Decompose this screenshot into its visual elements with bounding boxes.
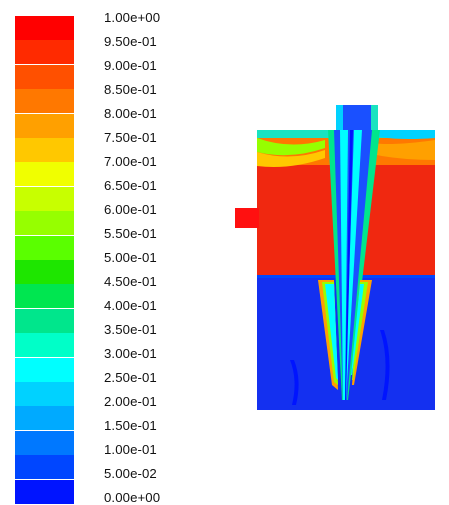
legend-label: 0.00e+00 <box>104 490 161 505</box>
legend-swatch <box>15 162 74 187</box>
legend-label: 9.50e-01 <box>104 34 157 49</box>
legend-label: 2.00e-01 <box>104 394 157 409</box>
legend-label: 7.50e-01 <box>104 130 157 145</box>
legend-swatch <box>15 211 74 236</box>
legend-swatch <box>15 308 74 333</box>
color-legend: 1.00e+00 9.50e-01 9.00e-01 8.50e-01 8.00e-01… <box>0 0 200 505</box>
legend-label: 4.50e-01 <box>104 274 157 289</box>
legend-label: 8.00e-01 <box>104 106 157 121</box>
legend-swatch <box>15 333 74 358</box>
legend-label: 1.00e-01 <box>104 442 157 457</box>
legend-label: 7.00e-01 <box>104 154 157 169</box>
legend-swatch <box>15 186 74 211</box>
legend-swatch <box>15 406 74 431</box>
left-inlet <box>235 208 259 228</box>
legend-swatch <box>15 455 74 480</box>
contour-plot <box>235 105 435 410</box>
legend-label: 5.00e-02 <box>104 466 157 481</box>
legend-swatch <box>15 430 74 455</box>
legend-label: 3.00e-01 <box>104 346 157 361</box>
legend-label: 1.50e-01 <box>104 418 157 433</box>
legend-swatch <box>15 138 74 162</box>
legend-label: 5.50e-01 <box>104 226 157 241</box>
legend-swatch <box>15 260 74 284</box>
legend-label: 6.00e-01 <box>104 202 157 217</box>
legend-label: 5.00e-01 <box>104 250 157 265</box>
legend-label: 3.50e-01 <box>104 322 157 337</box>
legend-swatch <box>15 382 74 406</box>
legend-label: 1.00e+00 <box>104 10 161 25</box>
legend-swatch <box>15 16 74 40</box>
legend-swatch <box>15 40 74 65</box>
legend-label: 8.50e-01 <box>104 82 157 97</box>
legend-label: 4.00e-01 <box>104 298 157 313</box>
legend-swatch <box>15 113 74 138</box>
legend-swatch <box>15 284 74 309</box>
right-flare <box>352 280 372 385</box>
legend-swatch <box>15 357 74 382</box>
legend-swatch <box>15 235 74 260</box>
legend-label: 6.50e-01 <box>104 178 157 193</box>
legend-label: 9.00e-01 <box>104 58 157 73</box>
legend-swatch <box>15 479 74 504</box>
legend-swatch <box>15 64 74 89</box>
legend-swatch <box>15 89 74 114</box>
legend-label: 2.50e-01 <box>104 370 157 385</box>
